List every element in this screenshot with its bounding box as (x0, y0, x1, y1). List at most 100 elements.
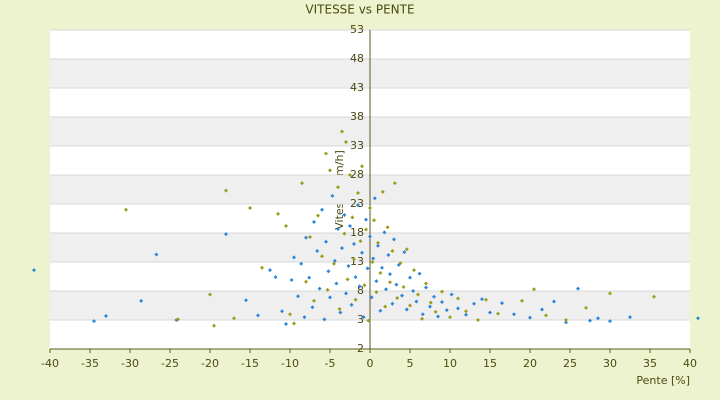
scatter-point (420, 312, 425, 317)
scatter-point (312, 219, 316, 224)
scatter-point (500, 301, 504, 306)
x-tick-label: 0 (367, 357, 374, 370)
scatter-point (307, 275, 312, 280)
scatter-point (364, 217, 368, 222)
scatter-point (386, 253, 391, 258)
scatter-point (342, 213, 347, 218)
scatter-point (338, 310, 343, 315)
scatter-point (346, 264, 351, 269)
scatter-point (288, 312, 292, 317)
scatter-point (411, 289, 416, 293)
scatter-point (317, 286, 322, 291)
scatter-point (432, 294, 436, 299)
y-tick-label: 23 (350, 197, 364, 210)
scatter-point (392, 181, 397, 186)
scatter-point (292, 321, 296, 326)
scatter-point (268, 268, 272, 273)
x-tick-label: -5 (325, 357, 336, 370)
scatter-point (304, 279, 308, 284)
scatter-point (392, 237, 396, 242)
y-tick-label: 38 (350, 110, 364, 123)
scatter-point (564, 318, 568, 322)
y-tick-label: 8 (357, 284, 364, 297)
scatter-point (358, 239, 363, 244)
scatter-point (104, 313, 108, 318)
scatter-point (444, 308, 449, 313)
scatter-point (608, 319, 612, 324)
scatter-point (370, 260, 375, 264)
scatter-point (414, 299, 419, 304)
scatter-point (388, 280, 392, 285)
scatter-point (326, 269, 331, 274)
scatter-point (564, 320, 568, 325)
scatter-point (92, 319, 96, 324)
scatter-point (260, 265, 264, 270)
scatter-point (350, 215, 355, 220)
scatter-point (280, 309, 284, 314)
scatter-point (388, 272, 392, 277)
scatter-point (383, 304, 388, 309)
scatter-point (296, 294, 300, 299)
scatter-point (374, 290, 379, 295)
scatter-point (512, 312, 516, 317)
scatter-point (382, 230, 387, 235)
scatter-point (374, 279, 379, 284)
x-tick-label: 10 (443, 357, 457, 370)
scatter-point (378, 308, 383, 313)
x-tick-label: -15 (241, 357, 259, 370)
scatter-point (576, 286, 580, 291)
x-tick-label: 20 (523, 357, 537, 370)
scatter-point (315, 248, 320, 253)
scatter-point (380, 265, 384, 270)
x-tick-label: -35 (81, 357, 99, 370)
scatter-point (412, 268, 416, 273)
scatter-point (124, 207, 128, 212)
x-tick-label: -40 (41, 357, 59, 370)
scatter-point (417, 271, 422, 276)
scatter-point (488, 310, 492, 315)
scatter-point (139, 298, 144, 303)
y-tick-label: 13 (350, 255, 364, 268)
scatter-point (472, 301, 476, 306)
scatter-point (344, 139, 348, 144)
scatter-point (584, 305, 588, 310)
scatter-point (361, 315, 366, 320)
scatter-point (376, 243, 380, 248)
scatter-point (428, 300, 433, 305)
scatter-point (357, 284, 362, 289)
scatter-point (352, 257, 356, 262)
x-tick-label: 40 (683, 357, 697, 370)
scatter-point (596, 316, 600, 321)
scatter-point (310, 305, 315, 310)
scatter-point (284, 224, 288, 229)
scatter-point (365, 266, 370, 271)
scatter-point (353, 297, 358, 302)
scatter-point (380, 189, 385, 194)
scatter-point (362, 283, 367, 288)
scatter-point (532, 287, 536, 292)
scatter-point (484, 297, 488, 302)
scatter-point (360, 164, 364, 169)
scatter-point (385, 225, 390, 230)
scatter-point (390, 301, 395, 306)
scatter-point (352, 242, 356, 247)
scatter-point (528, 315, 532, 320)
scatter-point (320, 207, 324, 212)
y-tick-label: 3 (357, 313, 364, 326)
x-tick-label: 15 (483, 357, 497, 370)
scatter-point (628, 315, 632, 320)
scatter-point (256, 313, 260, 318)
x-tick-label: -20 (201, 357, 219, 370)
scatter-point (356, 203, 360, 208)
scatter-point (464, 312, 468, 317)
x-tick-label: -10 (281, 357, 299, 370)
scatter-point (496, 311, 500, 316)
scatter-point (368, 206, 372, 211)
y-tick-label: 18 (350, 226, 364, 239)
scatter-point (208, 292, 212, 297)
scatter-point (325, 287, 330, 292)
scatter-point (372, 218, 376, 223)
scatter-point (276, 211, 280, 216)
scatter-point (32, 268, 36, 273)
